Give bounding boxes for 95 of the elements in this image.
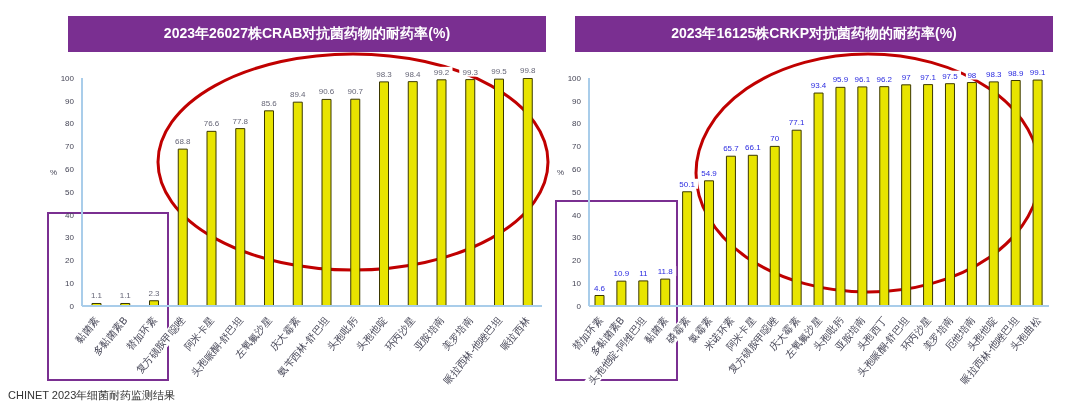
y-tick-label: 60 [65, 165, 75, 175]
bar [379, 81, 389, 306]
bar [879, 86, 890, 306]
y-tick-label: 100 [60, 73, 75, 83]
data-label: 50.1 [679, 179, 696, 189]
data-label: 54.9 [701, 168, 718, 178]
data-label: 98.4 [404, 69, 422, 79]
data-label: 99.3 [462, 67, 479, 77]
bar [616, 280, 627, 306]
bar [988, 81, 999, 306]
bar [436, 79, 447, 306]
bar [594, 295, 605, 306]
data-label: 1.1 [119, 291, 132, 301]
bar [206, 130, 217, 306]
data-label: 76.6 [203, 119, 220, 129]
data-label: 1.1 [90, 291, 103, 301]
y-axis-title: % [557, 168, 565, 177]
bar [835, 86, 846, 306]
y-tick-label: 20 [65, 256, 75, 266]
bar [494, 78, 504, 306]
bar [660, 278, 671, 306]
data-label: 95.9 [832, 75, 849, 85]
y-tick-label: 20 [572, 256, 582, 266]
bar [769, 145, 780, 306]
data-label: 89.4 [289, 90, 307, 100]
data-label: 11 [639, 268, 649, 278]
y-tick-label: 70 [572, 142, 582, 152]
bar [791, 129, 802, 306]
y-tick-label: 50 [65, 187, 75, 197]
bar [350, 98, 361, 306]
bar [292, 101, 303, 306]
data-label: 68.8 [174, 137, 192, 147]
y-tick-label: 50 [572, 187, 582, 197]
data-label: 96.2 [876, 74, 893, 84]
bar [704, 180, 715, 306]
y-tick-label: 80 [572, 119, 582, 129]
data-label: 99.2 [433, 67, 450, 77]
data-label: 97.5 [942, 71, 959, 81]
bar [321, 98, 332, 306]
data-label: 99.5 [491, 67, 508, 77]
bar [638, 280, 649, 306]
y-tick-label: 0 [576, 301, 582, 311]
y-tick-label: 100 [567, 73, 582, 83]
data-label: 97 [901, 72, 912, 82]
bar [465, 79, 476, 306]
chart-title: 2023年26027株CRAB对抗菌药物的耐药率(%) [68, 16, 546, 52]
data-label: 99.1 [1029, 68, 1046, 78]
bar [264, 110, 274, 306]
data-label: 65.7 [723, 144, 740, 154]
y-tick-label: 80 [65, 119, 75, 129]
data-label: 77.1 [788, 118, 805, 128]
y-tick-label: 60 [572, 165, 582, 175]
data-label: 93.4 [810, 81, 827, 91]
y-tick-label: 10 [65, 279, 75, 289]
data-label: 90.7 [347, 87, 364, 97]
data-label: 96.1 [854, 74, 871, 84]
bar [407, 81, 418, 306]
bar [813, 92, 824, 306]
data-label: 10.9 [613, 269, 630, 279]
data-label: 99.8 [519, 66, 537, 76]
data-label: 11.8 [657, 267, 674, 277]
bar [923, 84, 934, 306]
y-tick-label: 70 [65, 142, 75, 152]
data-label: 77.8 [232, 116, 249, 126]
y-axis-title: % [50, 168, 58, 177]
text: CHINET 2023年细菌耐药监测结果 [8, 388, 176, 403]
data-label: 70 [770, 134, 780, 144]
y-tick-label: 30 [572, 233, 582, 243]
bar [1032, 79, 1043, 306]
data-label: 66.1 [745, 143, 762, 153]
data-label: 98.3 [986, 69, 1003, 79]
y-tick-label: 90 [572, 96, 582, 106]
data-label: 4.6 [593, 283, 606, 293]
y-tick-label: 90 [65, 96, 75, 106]
bar [966, 82, 977, 306]
y-tick-label: 30 [65, 233, 75, 243]
bar [901, 84, 912, 306]
data-label: 98 [967, 70, 977, 80]
bar [857, 86, 868, 306]
y-tick-label: 0 [69, 301, 75, 311]
bar [682, 191, 693, 306]
y-tick-label: 40 [572, 210, 582, 220]
y-tick-label: 10 [572, 279, 582, 289]
data-label: 98.3 [376, 69, 393, 79]
chart-title: 2023年16125株CRKP对抗菌药物的耐药率(%) [575, 16, 1053, 52]
data-label: 98.9 [1007, 68, 1025, 78]
bar [235, 128, 246, 306]
bar [522, 78, 533, 306]
data-label: 90.6 [318, 87, 335, 97]
bar [177, 148, 188, 306]
data-label: 97.1 [920, 72, 937, 82]
data-label: 85.6 [261, 98, 278, 108]
bar [1010, 80, 1021, 306]
data-label: 2.3 [148, 288, 161, 298]
bar [944, 83, 955, 306]
